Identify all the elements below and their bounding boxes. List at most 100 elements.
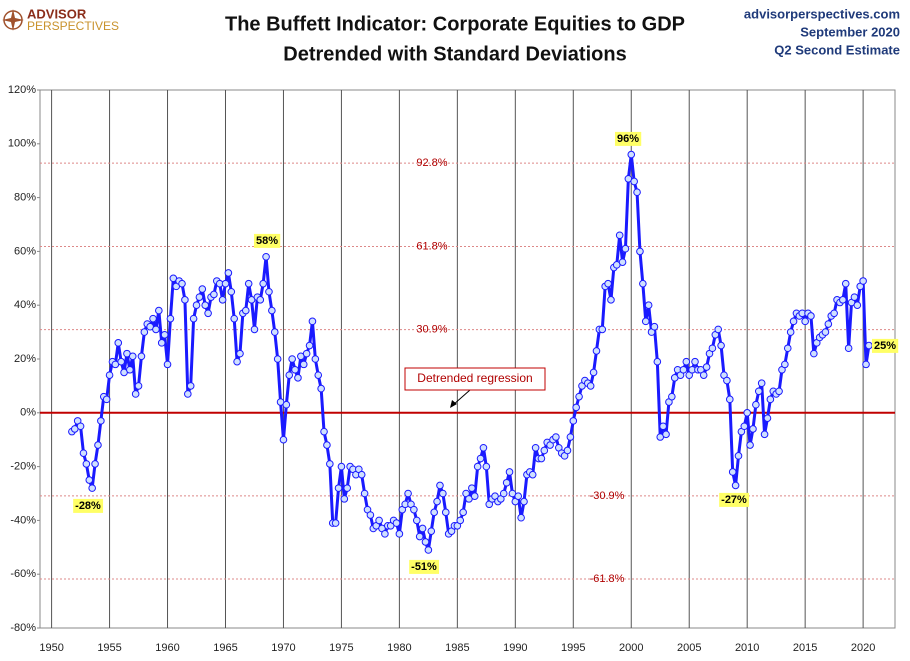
data-point bbox=[473, 462, 482, 471]
data-point bbox=[230, 314, 238, 323]
data-point bbox=[427, 527, 436, 535]
data-point bbox=[102, 395, 111, 404]
x-tick-label: 1950 bbox=[39, 642, 63, 654]
source-line: Q2 Second Estimate bbox=[774, 42, 900, 57]
data-point bbox=[592, 347, 601, 355]
data-point bbox=[189, 314, 198, 323]
data-point bbox=[682, 357, 691, 366]
y-tick-label: 60% bbox=[14, 245, 36, 257]
logo-text: PERSPECTIVES bbox=[27, 19, 119, 33]
data-point bbox=[786, 328, 795, 336]
data-point bbox=[82, 460, 91, 468]
data-point bbox=[433, 497, 441, 506]
data-point bbox=[668, 392, 676, 401]
annotation-label: -51% bbox=[411, 561, 437, 573]
data-point bbox=[862, 360, 870, 369]
data-point bbox=[859, 277, 867, 285]
y-tick-label: -60% bbox=[10, 568, 36, 580]
data-point bbox=[789, 317, 798, 326]
data-point bbox=[810, 349, 818, 358]
data-point bbox=[636, 247, 644, 256]
data-point bbox=[653, 357, 662, 366]
data-point bbox=[598, 325, 607, 334]
data-point bbox=[639, 279, 647, 288]
data-point bbox=[479, 443, 488, 452]
data-point bbox=[441, 508, 450, 517]
annotation-bg bbox=[871, 338, 899, 353]
data-point bbox=[514, 492, 523, 500]
logo-icon bbox=[2, 9, 24, 31]
data-point bbox=[236, 349, 244, 358]
annotation: 58% bbox=[253, 233, 281, 248]
data-point bbox=[430, 508, 438, 517]
std-label: 92.8% bbox=[416, 157, 447, 169]
data-point bbox=[404, 489, 412, 498]
data-point bbox=[204, 309, 212, 318]
data-point bbox=[734, 452, 743, 460]
data-point bbox=[763, 414, 772, 422]
data-point bbox=[259, 279, 267, 288]
data-point bbox=[105, 371, 114, 379]
data-point bbox=[708, 344, 717, 353]
data-point bbox=[157, 339, 166, 347]
x-tick-label: 1980 bbox=[387, 642, 411, 654]
logo-text: ADVISOR bbox=[27, 6, 87, 21]
data-point bbox=[589, 368, 598, 377]
annotation: 96% bbox=[614, 131, 642, 146]
x-tick-label: 2020 bbox=[851, 642, 875, 654]
data-point bbox=[418, 524, 427, 533]
data-point bbox=[807, 312, 815, 320]
data-point bbox=[79, 449, 88, 457]
data-point bbox=[844, 344, 853, 353]
callout-arrow bbox=[452, 389, 471, 406]
data-point bbox=[775, 387, 783, 396]
data-point bbox=[439, 489, 447, 498]
data-point bbox=[117, 357, 125, 366]
x-tick-label: 1995 bbox=[561, 642, 585, 654]
data-point bbox=[412, 516, 421, 525]
data-point bbox=[470, 492, 479, 500]
data-point bbox=[381, 530, 389, 538]
data-point bbox=[520, 497, 528, 506]
x-tick-label: 2015 bbox=[793, 642, 817, 654]
annotation-label: 58% bbox=[256, 235, 278, 247]
data-point bbox=[540, 446, 549, 455]
data-point bbox=[392, 519, 401, 527]
x-tick-label: 1965 bbox=[213, 642, 237, 654]
data-point bbox=[740, 422, 749, 431]
data-point bbox=[821, 328, 830, 336]
data-point bbox=[131, 390, 140, 398]
data-point bbox=[575, 392, 583, 401]
data-point bbox=[801, 317, 809, 326]
x-tick-label: 2005 bbox=[677, 642, 701, 654]
std-label: 30.9% bbox=[416, 324, 447, 336]
data-point bbox=[305, 341, 314, 350]
data-point bbox=[424, 546, 433, 554]
data-point bbox=[331, 519, 340, 527]
x-tick-label: 1955 bbox=[97, 642, 121, 654]
data-point bbox=[615, 231, 624, 240]
data-point bbox=[517, 513, 525, 522]
data-point bbox=[192, 301, 201, 310]
data-point bbox=[436, 481, 444, 490]
data-point bbox=[853, 301, 862, 310]
y-tick-label: 80% bbox=[14, 192, 36, 204]
data-point bbox=[410, 505, 418, 514]
data-point bbox=[537, 454, 546, 463]
std-label: 61.8% bbox=[416, 240, 447, 252]
logo-star bbox=[2, 9, 24, 31]
data-point bbox=[627, 150, 636, 159]
data-point bbox=[91, 460, 99, 468]
data-point bbox=[160, 330, 169, 339]
data-point bbox=[227, 287, 236, 296]
data-point bbox=[375, 516, 383, 525]
data-point bbox=[343, 484, 352, 492]
data-point bbox=[824, 320, 833, 328]
chart-subtitle: Detrended with Standard Deviations bbox=[283, 43, 626, 65]
data-point bbox=[415, 532, 424, 541]
data-point bbox=[746, 441, 754, 449]
y-tick-label: 0% bbox=[20, 407, 36, 419]
data-point bbox=[163, 360, 172, 369]
data-point bbox=[839, 296, 847, 304]
